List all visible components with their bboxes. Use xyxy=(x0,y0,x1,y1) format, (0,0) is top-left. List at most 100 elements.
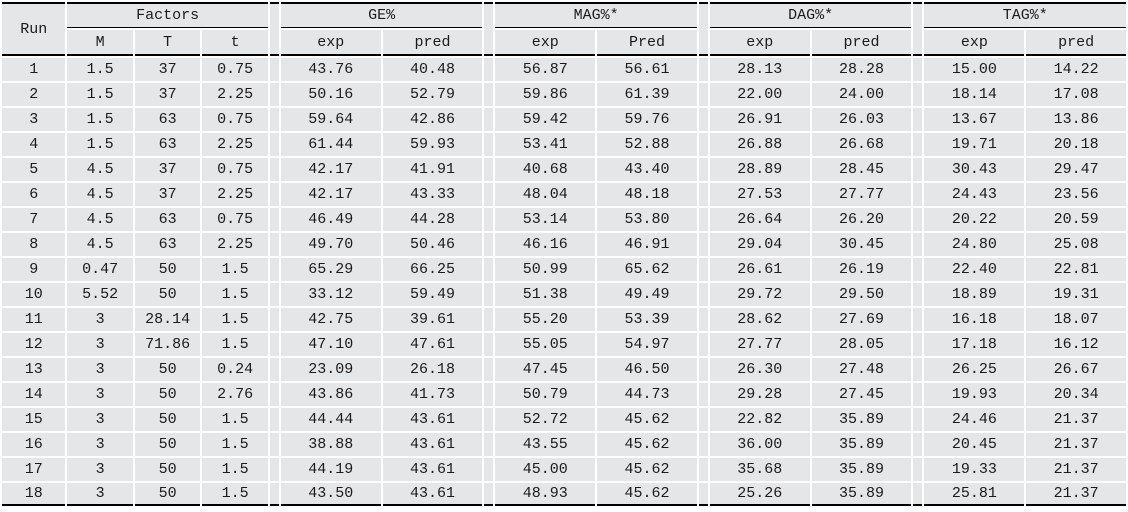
cell-tag-exp: 19.93 xyxy=(924,383,1025,406)
spacer-cell xyxy=(913,283,923,306)
cell-temperature: 50 xyxy=(134,433,201,456)
subheader-temperature: T xyxy=(134,30,201,56)
cell-dag-pred: 24.00 xyxy=(811,83,912,106)
spacer-cell xyxy=(913,258,923,281)
subheader-tag-pred: pred xyxy=(1026,30,1126,56)
cell-ge-exp: 38.88 xyxy=(280,433,381,456)
cell-m: 3 xyxy=(67,358,133,381)
cell-ge-exp: 23.09 xyxy=(280,358,381,381)
cell-m: 3 xyxy=(67,433,133,456)
cell-ge-pred: 39.61 xyxy=(382,308,483,331)
cell-ge-pred: 59.49 xyxy=(382,283,483,306)
cell-temperature: 50 xyxy=(134,483,201,506)
cell-mag-exp: 45.00 xyxy=(495,458,596,481)
cell-ge-exp: 42.17 xyxy=(280,158,381,181)
spacer-cell xyxy=(698,308,708,331)
cell-mag-pred: 53.39 xyxy=(597,308,697,331)
cell-ge-exp: 42.75 xyxy=(280,308,381,331)
subheader-m: M xyxy=(67,30,133,56)
spacer-cell xyxy=(913,183,923,206)
cell-dag-exp: 27.77 xyxy=(709,333,810,356)
cell-temperature: 37 xyxy=(134,158,201,181)
cell-time: 2.25 xyxy=(202,233,268,256)
cell-temperature: 28.14 xyxy=(134,308,201,331)
subheader-mag-exp: exp xyxy=(495,30,596,56)
cell-tag-pred: 25.08 xyxy=(1026,233,1126,256)
cell-run: 10 xyxy=(2,283,66,306)
cell-m: 1.5 xyxy=(67,83,133,106)
cell-mag-exp: 48.04 xyxy=(495,183,596,206)
cell-ge-exp: 33.12 xyxy=(280,283,381,306)
cell-mag-pred: 65.62 xyxy=(597,258,697,281)
cell-temperature: 50 xyxy=(134,258,201,281)
cell-tag-pred: 23.56 xyxy=(1026,183,1126,206)
cell-temperature: 71.86 xyxy=(134,333,201,356)
cell-dag-pred: 26.68 xyxy=(811,133,912,156)
cell-dag-pred: 29.50 xyxy=(811,283,912,306)
cell-tag-exp: 30.43 xyxy=(924,158,1025,181)
cell-m: 4.5 xyxy=(67,158,133,181)
cell-mag-pred: 48.18 xyxy=(597,183,697,206)
cell-dag-pred: 28.45 xyxy=(811,158,912,181)
cell-run: 18 xyxy=(2,483,66,506)
cell-dag-exp: 29.72 xyxy=(709,283,810,306)
cell-m: 3 xyxy=(67,483,133,506)
cell-dag-exp: 27.53 xyxy=(709,183,810,206)
cell-dag-exp: 26.64 xyxy=(709,208,810,231)
cell-run: 16 xyxy=(2,433,66,456)
spacer-cell xyxy=(269,83,279,106)
cell-mag-exp: 52.72 xyxy=(495,408,596,431)
table-row: 12 3 71.86 1.5 47.10 47.61 55.05 54.97 27.77 28.0… xyxy=(2,333,1126,356)
cell-m: 3 xyxy=(67,308,133,331)
cell-ge-pred: 47.61 xyxy=(382,333,483,356)
spacer-cell xyxy=(698,283,708,306)
cell-tag-exp: 20.45 xyxy=(924,433,1025,456)
cell-ge-pred: 66.25 xyxy=(382,258,483,281)
spacer-cell xyxy=(913,108,923,131)
cell-tag-exp: 19.71 xyxy=(924,133,1025,156)
subheader-dag-exp: exp xyxy=(709,30,810,56)
spacer-cell xyxy=(913,433,923,456)
cell-ge-pred: 41.91 xyxy=(382,158,483,181)
cell-tag-exp: 17.18 xyxy=(924,333,1025,356)
cell-temperature: 37 xyxy=(134,183,201,206)
cell-dag-pred: 30.45 xyxy=(811,233,912,256)
spacer-cell xyxy=(913,58,923,81)
table-row: 13 3 50 0.24 23.09 26.18 47.45 46.50 26.30 27.48 2… xyxy=(2,358,1126,381)
cell-dag-pred: 35.89 xyxy=(811,433,912,456)
cell-m: 1.5 xyxy=(67,58,133,81)
cell-dag-pred: 35.89 xyxy=(811,408,912,431)
table-row: 5 4.5 37 0.75 42.17 41.91 40.68 43.40 28.89 28.45… xyxy=(2,158,1126,181)
cell-temperature: 50 xyxy=(134,358,201,381)
cell-run: 11 xyxy=(2,308,66,331)
cell-temperature: 50 xyxy=(134,408,201,431)
table-row: 2 1.5 37 2.25 50.16 52.79 59.86 61.39 22.00 24.00… xyxy=(2,83,1126,106)
spacer-cell xyxy=(913,233,923,256)
table-row: 8 4.5 63 2.25 49.70 50.46 46.16 46.91 29.04 30.45… xyxy=(2,233,1126,256)
cell-mag-pred: 45.62 xyxy=(597,483,697,506)
spacer-cell xyxy=(484,108,494,131)
spacer-cell xyxy=(269,183,279,206)
header-sub-row: M T t exp pred exp Pred exp pred exp pre… xyxy=(2,30,1126,56)
spacer-cell xyxy=(269,383,279,406)
cell-tag-pred: 20.59 xyxy=(1026,208,1126,231)
cell-run: 17 xyxy=(2,458,66,481)
cell-time: 0.75 xyxy=(202,158,268,181)
cell-time: 0.75 xyxy=(202,208,268,231)
cell-tag-pred: 29.47 xyxy=(1026,158,1126,181)
table-row: 16 3 50 1.5 38.88 43.61 43.55 45.62 36.00 35.89 20… xyxy=(2,433,1126,456)
spacer-cell xyxy=(484,258,494,281)
cell-run: 2 xyxy=(2,83,66,106)
spacer-cell xyxy=(484,83,494,106)
cell-m: 3 xyxy=(67,408,133,431)
spacer-cell xyxy=(269,258,279,281)
cell-mag-exp: 50.99 xyxy=(495,258,596,281)
cell-dag-pred: 28.28 xyxy=(811,58,912,81)
cell-mag-pred: 43.40 xyxy=(597,158,697,181)
cell-tag-pred: 20.34 xyxy=(1026,383,1126,406)
cell-dag-exp: 29.04 xyxy=(709,233,810,256)
table-row: 11 3 28.14 1.5 42.75 39.61 55.20 53.39 28.62 27.6… xyxy=(2,308,1126,331)
table-row: 9 0.47 50 1.5 65.29 66.25 50.99 65.62 26.61 26.19… xyxy=(2,258,1126,281)
cell-ge-exp: 43.86 xyxy=(280,383,381,406)
